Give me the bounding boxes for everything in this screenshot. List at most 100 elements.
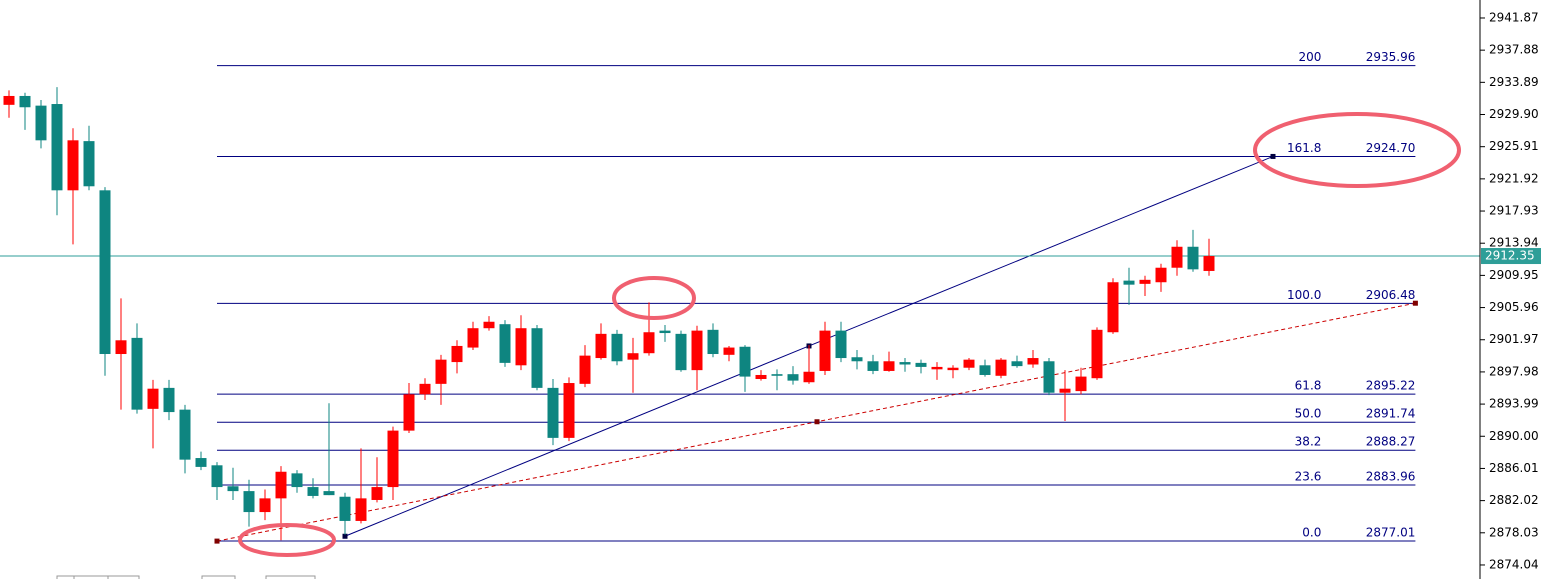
y-tick-label: 2890.00	[1489, 429, 1539, 443]
candle-body	[211, 465, 223, 488]
y-tick-label: 2897.98	[1489, 364, 1539, 378]
candle-body	[563, 383, 575, 438]
toolbar-button[interactable]	[107, 575, 140, 579]
candle-body	[1059, 388, 1071, 393]
y-tick-label: 2901.97	[1489, 332, 1539, 346]
candle-body	[979, 365, 991, 375]
candle-body	[995, 359, 1007, 376]
candle-body	[467, 328, 479, 348]
candle-body	[499, 324, 511, 363]
y-tick-label: 2886.01	[1489, 461, 1539, 475]
y-tick-label: 2905.96	[1489, 300, 1539, 314]
candle-body	[707, 329, 719, 355]
toolbar-button[interactable]	[73, 575, 109, 579]
candle-body	[163, 387, 175, 413]
fib-ratio-label: 61.8	[1295, 379, 1322, 393]
candle-body	[483, 321, 495, 329]
candle-body	[147, 388, 159, 409]
y-tick-label: 2933.89	[1489, 75, 1539, 89]
candle-body	[947, 367, 959, 371]
candle-body	[675, 333, 687, 371]
fib-price-label: 2891.74	[1366, 407, 1416, 421]
candle-body	[1171, 246, 1183, 268]
candle-body	[1091, 329, 1103, 379]
fib-ratio-label: 0.0	[1302, 526, 1321, 540]
y-tick-label: 2929.90	[1489, 107, 1539, 121]
candle-body	[1011, 361, 1023, 367]
candle-body	[1155, 267, 1167, 283]
y-tick-label: 2874.04	[1489, 557, 1539, 571]
highlight-ellipse	[238, 523, 336, 557]
candle-body	[595, 333, 607, 359]
candle-body	[835, 330, 847, 359]
candle-body	[803, 371, 815, 383]
y-tick-label: 2882.02	[1489, 493, 1539, 507]
candle-body	[931, 366, 943, 370]
y-tick-label: 2925.91	[1489, 139, 1539, 153]
candle-body	[867, 361, 879, 371]
candle-body	[419, 383, 431, 395]
fib-ratio-label: 200	[1298, 50, 1321, 64]
fib-price-label: 2877.01	[1366, 526, 1416, 540]
candle-body	[3, 95, 15, 105]
candle-body	[243, 491, 255, 513]
candle-body	[387, 430, 399, 488]
fib-ratio-label: 100.0	[1287, 288, 1321, 302]
candle-body	[435, 359, 447, 384]
candle-body	[627, 353, 639, 360]
candle-body	[99, 190, 111, 355]
y-tick-label: 2913.94	[1489, 236, 1539, 250]
candle-body	[403, 394, 415, 431]
candle-body	[547, 387, 559, 438]
candle-body	[83, 141, 95, 187]
toolbar-stub	[56, 575, 316, 579]
candle-body	[291, 473, 303, 488]
candle-body	[1139, 279, 1151, 284]
candle-layer	[3, 87, 1215, 541]
candle-body	[115, 340, 127, 355]
candle-body	[515, 328, 527, 366]
toolbar-button[interactable]	[201, 575, 236, 579]
fib-ratio-label: 38.2	[1295, 435, 1322, 449]
y-tick-label: 2909.95	[1489, 268, 1539, 282]
candle-body	[851, 357, 863, 362]
y-tick-label: 2878.03	[1489, 525, 1539, 539]
y-tick-label: 2893.99	[1489, 397, 1539, 411]
trendline-handle	[214, 538, 220, 544]
fib-ratio-label: 23.6	[1295, 469, 1322, 483]
last-price-box	[1481, 248, 1541, 265]
candle-body	[819, 330, 831, 371]
fib-ratio-label: 161.8	[1287, 141, 1321, 155]
candle-body	[179, 409, 191, 460]
trendline-handle	[342, 533, 348, 539]
candle-body	[451, 345, 463, 363]
y-tick-label: 2937.88	[1489, 43, 1539, 57]
highlight-ellipse	[1253, 112, 1461, 188]
toolbar-button[interactable]	[265, 575, 316, 579]
y-tick-label: 2921.92	[1489, 171, 1539, 185]
fib-price-label: 2906.48	[1366, 288, 1416, 302]
candle-body	[355, 498, 367, 521]
candle-body	[771, 374, 783, 376]
candle-body	[899, 362, 911, 365]
trendline-handle	[814, 419, 820, 425]
candle-body	[755, 374, 767, 380]
candle-body	[259, 498, 271, 513]
fib-ratio-label: 50.0	[1295, 407, 1322, 421]
candle-body	[1075, 376, 1087, 392]
fib-price-label: 2924.70	[1366, 141, 1416, 155]
price-axis: 2941.87 2937.88 2933.89 2929.90 2925.91 2921.…	[1480, 10, 1541, 571]
toolbar-button[interactable]	[56, 575, 75, 579]
candle-body	[739, 346, 751, 377]
candle-body	[963, 359, 975, 368]
candle-body	[1123, 280, 1135, 285]
candle-body	[35, 105, 47, 141]
candle-body	[1187, 246, 1199, 270]
candle-body	[579, 355, 591, 384]
candle-body	[1027, 358, 1039, 365]
candle-body	[307, 487, 319, 496]
fib-price-label: 2935.96	[1366, 50, 1416, 64]
fib-price-label: 2883.96	[1366, 469, 1416, 483]
